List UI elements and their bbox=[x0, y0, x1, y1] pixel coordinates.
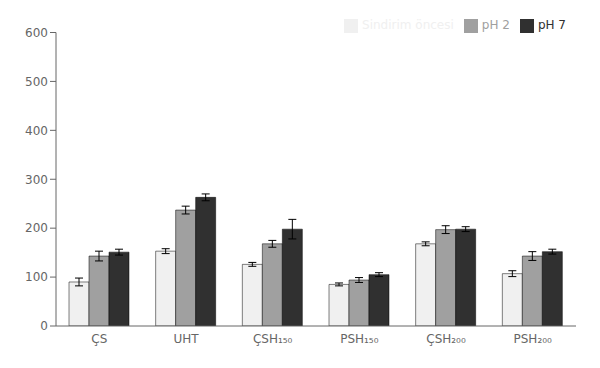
svg-text:200: 200 bbox=[25, 221, 48, 235]
svg-text:PSH₂₀₀: PSH₂₀₀ bbox=[514, 332, 552, 346]
svg-text:ÇSH₁₅₀: ÇSH₁₅₀ bbox=[253, 332, 293, 346]
svg-text:600: 600 bbox=[25, 26, 48, 40]
html-text:Sindirim öncesi: Sindirim öncesi bbox=[362, 18, 454, 32]
svg-text:PSH₁₅₀: PSH₁₅₀ bbox=[340, 332, 378, 346]
svg-text:ÇS: ÇS bbox=[91, 332, 107, 346]
svg-text:100: 100 bbox=[25, 270, 48, 284]
html-text:pH 7: pH 7 bbox=[537, 18, 566, 32]
svg-text:500: 500 bbox=[25, 75, 48, 89]
svg-text:300: 300 bbox=[25, 173, 48, 187]
svg-text:UHT: UHT bbox=[173, 332, 199, 346]
svg-text:400: 400 bbox=[25, 124, 48, 138]
html-text:pH 2: pH 2 bbox=[481, 18, 510, 32]
svg-text:0: 0 bbox=[40, 319, 48, 333]
svg-text:ÇSH₂₀₀: ÇSH₂₀₀ bbox=[426, 332, 466, 346]
